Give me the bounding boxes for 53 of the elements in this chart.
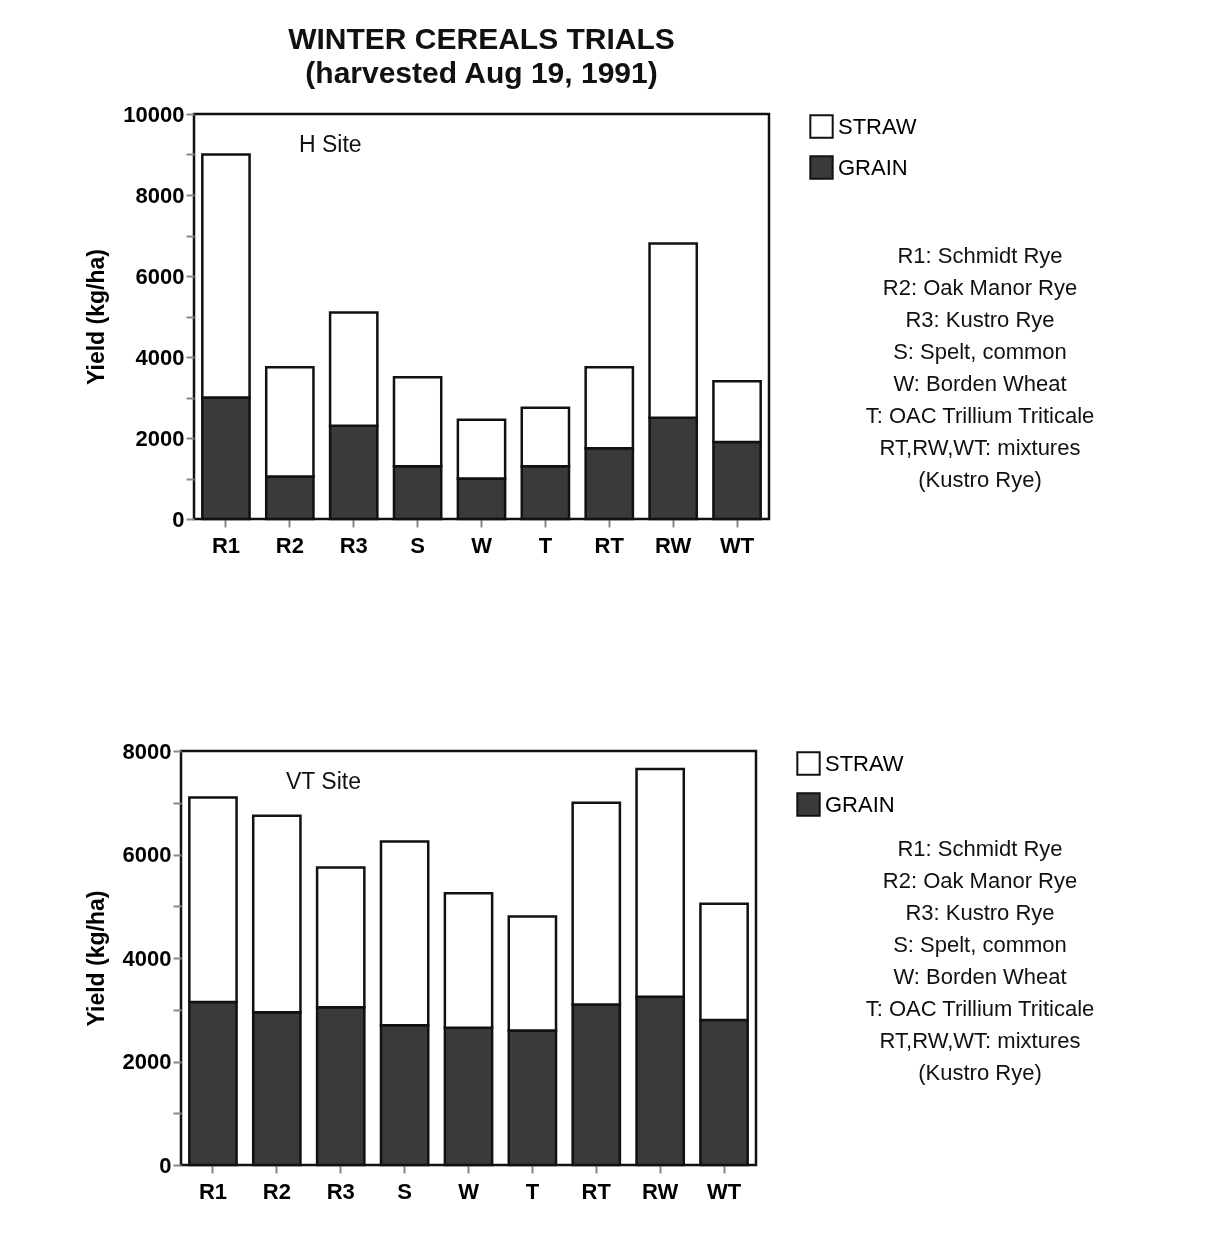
text: R1: Schmidt Rye bbox=[896, 835, 1064, 863]
x-tick-label: T bbox=[538, 532, 553, 558]
legend-label: STRAW bbox=[825, 750, 904, 776]
text: W: Borden Wheat bbox=[892, 370, 1068, 398]
x-tick-label: S bbox=[410, 532, 425, 558]
y-tick-label: 10000 bbox=[123, 101, 185, 127]
x-tick-label: R3 bbox=[326, 1178, 355, 1204]
x-tick-label: W bbox=[458, 1178, 480, 1204]
x-tick-label: RW bbox=[642, 1178, 679, 1204]
y-tick-label: 8000 bbox=[122, 738, 172, 764]
y-tick-label: 8000 bbox=[135, 182, 185, 208]
legend-label: GRAIN bbox=[838, 154, 908, 180]
chart-title: WINTER CEREALS TRIALS bbox=[288, 22, 675, 55]
legend-label: GRAIN bbox=[825, 791, 895, 817]
x-tick-label: RW bbox=[655, 532, 692, 558]
x-tick-label: T bbox=[525, 1178, 540, 1204]
y-tick-label: 6000 bbox=[135, 263, 185, 289]
y-tick-label: 0 bbox=[159, 1152, 172, 1178]
y-axis-title: Yield (kg/ha) bbox=[82, 890, 109, 1027]
x-tick-label: S bbox=[397, 1178, 412, 1204]
text: R3: Kustro Rye bbox=[904, 899, 1056, 927]
y-axis-title: Yield (kg/ha) bbox=[83, 249, 110, 385]
text: R3: Kustro Rye bbox=[904, 306, 1056, 334]
x-tick-label: R3 bbox=[339, 532, 368, 558]
x-tick-label: R1 bbox=[211, 532, 241, 558]
annotation: H Site bbox=[299, 131, 362, 157]
text: S: Spelt, common bbox=[892, 338, 1068, 366]
x-tick-label: RT bbox=[594, 532, 625, 558]
x-tick-label: R2 bbox=[262, 1178, 291, 1204]
legend-label: STRAW bbox=[838, 113, 917, 139]
annotation: VT Site bbox=[286, 768, 361, 794]
text: T: OAC Trillium Triticale bbox=[864, 995, 1096, 1023]
x-tick-label: RT bbox=[581, 1178, 612, 1204]
text: R1: Schmidt Rye bbox=[896, 242, 1064, 270]
x-tick-label: WT bbox=[706, 1178, 742, 1204]
y-tick-label: 0 bbox=[172, 506, 185, 532]
y-tick-label: 4000 bbox=[122, 945, 172, 971]
x-tick-label: R2 bbox=[275, 532, 304, 558]
chart-subtitle: (harvested Aug 19, 1991) bbox=[305, 56, 658, 89]
text: S: Spelt, common bbox=[892, 931, 1068, 959]
y-tick-label: 2000 bbox=[135, 425, 185, 451]
y-tick-label: 6000 bbox=[122, 842, 172, 867]
text: R2: Oak Manor Rye bbox=[881, 867, 1079, 895]
x-tick-label: R1 bbox=[198, 1178, 228, 1204]
x-tick-label: WT bbox=[719, 532, 755, 558]
y-tick-label: 2000 bbox=[122, 1049, 172, 1074]
y-tick-label: 4000 bbox=[135, 344, 185, 370]
text: R2: Oak Manor Rye bbox=[881, 274, 1079, 302]
x-tick-label: W bbox=[471, 532, 493, 558]
text: T: OAC Trillium Triticale bbox=[864, 402, 1096, 430]
text: RT,RW,WT: mixtures (Kustro Rye) bbox=[878, 434, 1082, 494]
text: W: Borden Wheat bbox=[892, 963, 1068, 991]
text: RT,RW,WT: mixtures (Kustro Rye) bbox=[878, 1027, 1082, 1087]
